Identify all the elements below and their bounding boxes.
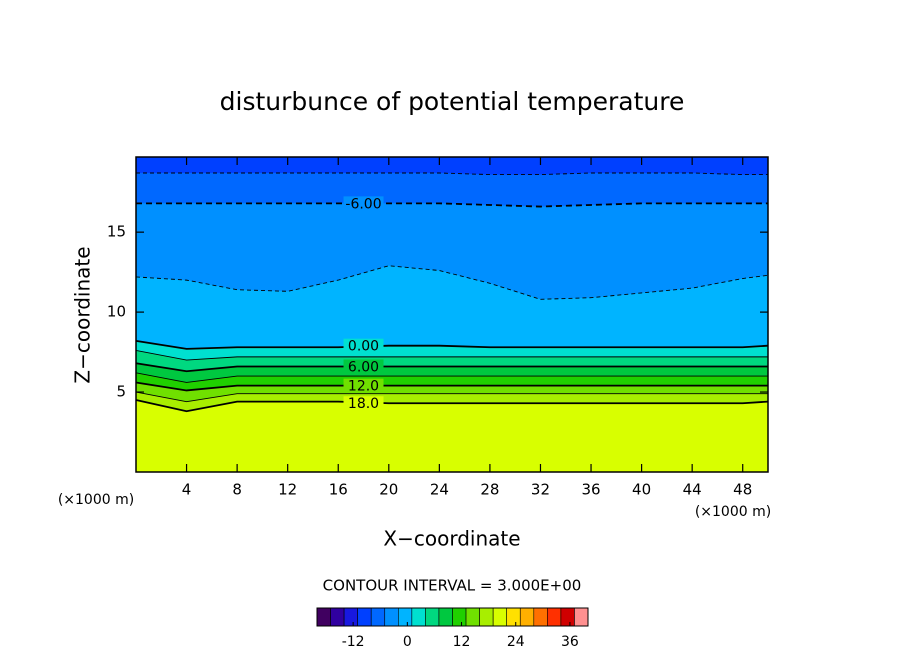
colorbar-box bbox=[411, 607, 426, 627]
contour-line bbox=[135, 265, 769, 300]
colorbar-box bbox=[357, 607, 372, 627]
contour-line bbox=[135, 339, 769, 350]
x-tick-label: 16 bbox=[329, 481, 348, 499]
plot-frame bbox=[135, 156, 769, 473]
colorbar-box bbox=[397, 607, 413, 627]
x-tick-label: 4 bbox=[182, 481, 192, 499]
contour-line bbox=[135, 350, 768, 361]
y-axis-label: Z−coordinate bbox=[71, 246, 95, 383]
x-tick-label: 20 bbox=[379, 481, 398, 499]
contour-label-bg bbox=[343, 196, 384, 211]
contour-label: -6.00 bbox=[345, 196, 381, 212]
x-tick-label: 28 bbox=[480, 481, 499, 499]
x-tick-label: 32 bbox=[531, 481, 550, 499]
colorbar-box bbox=[343, 607, 358, 627]
colorbar-tick-label: 36 bbox=[561, 634, 579, 650]
colorbar-box bbox=[384, 607, 399, 627]
colorbar-box bbox=[330, 607, 345, 627]
x-tick-label: 44 bbox=[683, 481, 702, 499]
contour-line bbox=[135, 362, 768, 373]
contour-line bbox=[135, 372, 768, 383]
colorbar-box bbox=[533, 607, 548, 627]
contour-line bbox=[135, 399, 769, 413]
colorbar-box bbox=[438, 607, 453, 627]
contour-fill bbox=[136, 400, 768, 472]
colorbar-box bbox=[492, 607, 507, 627]
colorbar-box bbox=[547, 607, 562, 627]
contour-line bbox=[135, 391, 768, 403]
colorbar-box bbox=[506, 607, 521, 627]
contour-label-bg bbox=[343, 338, 384, 353]
colorbar-tick-label: -12 bbox=[342, 634, 365, 650]
x-unit-label: (×1000 m) bbox=[58, 492, 134, 508]
contour-label: 6.00 bbox=[348, 359, 379, 375]
contour-label-bg bbox=[343, 396, 384, 411]
contour-label: 0.00 bbox=[348, 339, 379, 355]
colorbar-box bbox=[519, 607, 535, 627]
y-tick-label: 15 bbox=[107, 223, 126, 241]
x-tick-label: 8 bbox=[232, 481, 242, 499]
x-axis-label: X−coordinate bbox=[383, 527, 520, 551]
colorbar-tick-label: 0 bbox=[403, 634, 412, 650]
colorbar-box bbox=[370, 607, 386, 627]
contour-line bbox=[136, 172, 768, 176]
colorbar-frame bbox=[316, 607, 589, 627]
colorbar-box bbox=[465, 607, 480, 627]
contour-line bbox=[135, 381, 768, 392]
y-tick-label: 10 bbox=[107, 303, 126, 321]
chart-title: disturbunce of potential temperature bbox=[220, 87, 685, 116]
y-tick-label: 5 bbox=[116, 383, 126, 401]
colorbar-box bbox=[574, 607, 589, 627]
x-tick-label: 48 bbox=[733, 481, 752, 499]
x-tick-label: 36 bbox=[581, 481, 600, 499]
contour-label: 12.0 bbox=[348, 379, 379, 395]
colorbar-tick-label: 24 bbox=[507, 634, 525, 650]
contour-label-bg bbox=[343, 378, 384, 393]
x-tick-label: 40 bbox=[632, 481, 651, 499]
x-tick-label: 24 bbox=[430, 481, 449, 499]
colorbar-box bbox=[479, 607, 494, 627]
colorbar-box bbox=[316, 607, 331, 627]
colorbar-box bbox=[425, 607, 440, 627]
contour-label: 18.0 bbox=[348, 396, 379, 412]
colorbar-box bbox=[452, 607, 467, 627]
colorbar-box bbox=[560, 607, 575, 627]
contour-interval-note: CONTOUR INTERVAL = 3.000E+00 bbox=[323, 577, 582, 595]
colorbar-tick-label: 12 bbox=[453, 634, 471, 650]
x-unit-label: (×1000 m) bbox=[695, 504, 771, 520]
contour-label-bg bbox=[343, 359, 384, 374]
x-tick-label: 12 bbox=[278, 481, 297, 499]
